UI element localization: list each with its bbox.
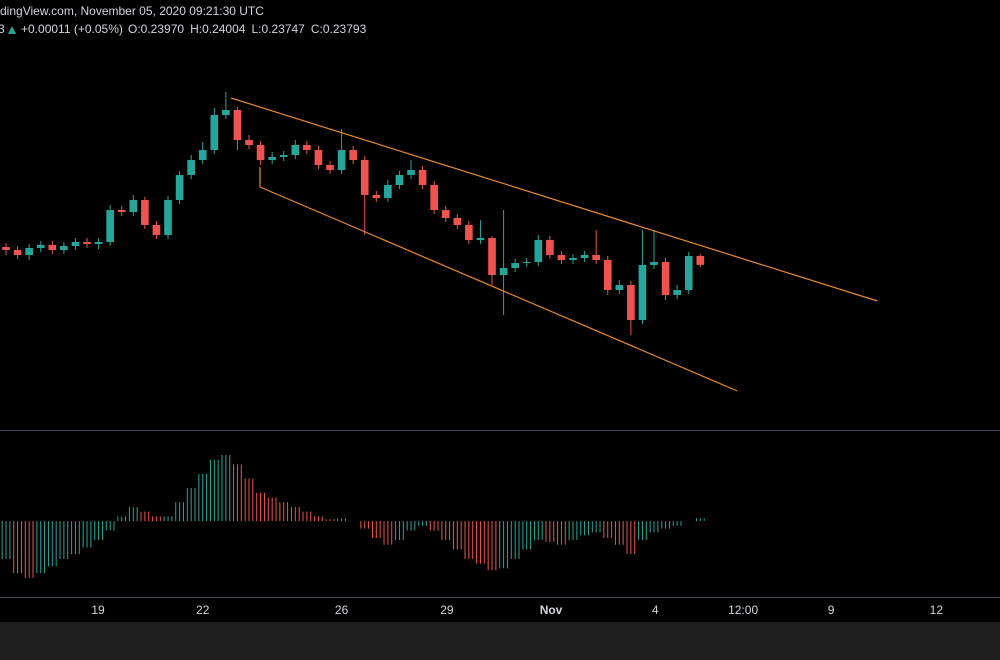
ohlc-value: 0.23793 xyxy=(323,22,367,36)
candle-body xyxy=(314,150,323,165)
candle-body xyxy=(430,185,438,210)
candle-body xyxy=(407,170,415,175)
candle-body xyxy=(222,110,230,115)
candle-body xyxy=(522,262,531,263)
x-tick-label: 22 xyxy=(196,603,210,617)
candle-body xyxy=(615,285,624,290)
candle-body xyxy=(141,200,149,225)
x-tick-label: 12 xyxy=(930,603,944,617)
candle-body xyxy=(25,248,33,255)
candle-body xyxy=(175,175,184,200)
trend-line xyxy=(259,186,738,392)
candle-body xyxy=(349,150,357,160)
x-tick-label: Nov xyxy=(540,603,563,617)
change: +0.00011 (+0.05%) xyxy=(21,22,123,36)
trend-line xyxy=(230,97,878,302)
candle-body xyxy=(256,145,265,160)
candle-body xyxy=(569,258,577,260)
x-tick-label: 29 xyxy=(440,603,454,617)
x-tick-label: 26 xyxy=(335,603,349,617)
candle-body xyxy=(534,240,543,262)
candle-body xyxy=(546,240,554,255)
candle-body xyxy=(198,150,207,160)
candle-body xyxy=(152,225,161,235)
candle-body xyxy=(627,285,635,320)
candle-body xyxy=(360,160,369,195)
candle-body xyxy=(233,110,242,140)
candle-body xyxy=(580,255,589,258)
candle-body xyxy=(453,218,462,225)
candle-body xyxy=(661,262,670,295)
candle-body xyxy=(418,170,427,185)
candle-body xyxy=(129,200,138,212)
footer-bar xyxy=(0,622,1000,660)
candle-body xyxy=(673,290,681,295)
candle-body xyxy=(326,165,334,170)
candle-body xyxy=(488,238,496,275)
candle-body xyxy=(210,115,219,150)
candle-body xyxy=(384,185,392,198)
candle-body xyxy=(187,160,195,175)
candle-body xyxy=(696,256,705,265)
candle-body xyxy=(60,246,68,250)
candle-body xyxy=(303,145,311,150)
candle-body xyxy=(279,155,288,157)
candle-body xyxy=(441,210,450,218)
candle-body xyxy=(71,242,80,246)
candle-body xyxy=(511,263,519,268)
x-tick-label: 19 xyxy=(91,603,105,617)
candle-body xyxy=(117,210,126,212)
ohlc-label: C: xyxy=(311,22,323,36)
candle-body xyxy=(13,250,22,255)
candle-body xyxy=(245,140,253,145)
candle-body xyxy=(395,175,404,185)
header: dingView.com, November 05, 2020 09:21:30… xyxy=(0,4,264,18)
candle-body xyxy=(36,245,45,248)
candle-body xyxy=(48,245,57,250)
candle-body xyxy=(499,268,508,275)
ohlc-value: 0.24004 xyxy=(202,22,246,36)
ohlc-label: O: xyxy=(128,22,141,36)
candle-body xyxy=(94,242,103,244)
candle-body xyxy=(106,210,114,242)
x-tick-label: 9 xyxy=(828,603,835,617)
ohlc-legend: O: 0.23970 H: 0.24004 L: 0.23747 C: 0.23793 xyxy=(128,22,367,36)
candle-body xyxy=(372,195,381,198)
candle-body xyxy=(2,247,10,250)
candle-body xyxy=(638,265,647,320)
candle-body xyxy=(592,255,600,260)
x-tick-label: 12:00 xyxy=(728,603,758,617)
candle-body xyxy=(465,225,473,240)
candle-body xyxy=(291,145,300,155)
ohlc-label: H: xyxy=(190,22,202,36)
up-arrow xyxy=(8,26,16,34)
x-tick-label: 4 xyxy=(652,603,659,617)
candle-body xyxy=(603,260,612,290)
legend-cut: 3 xyxy=(0,22,5,36)
ohlc-label: L: xyxy=(251,22,261,36)
candle-body xyxy=(337,150,346,170)
candle-body xyxy=(268,157,276,160)
candle-body xyxy=(684,256,693,290)
candle-body xyxy=(164,200,172,235)
ohlc-value: 0.23970 xyxy=(141,22,185,36)
candle-body xyxy=(83,242,91,244)
candle-body xyxy=(557,255,566,260)
ohlc-value: 0.23747 xyxy=(261,22,305,36)
candle-body xyxy=(650,262,658,265)
candle-body xyxy=(476,238,485,240)
